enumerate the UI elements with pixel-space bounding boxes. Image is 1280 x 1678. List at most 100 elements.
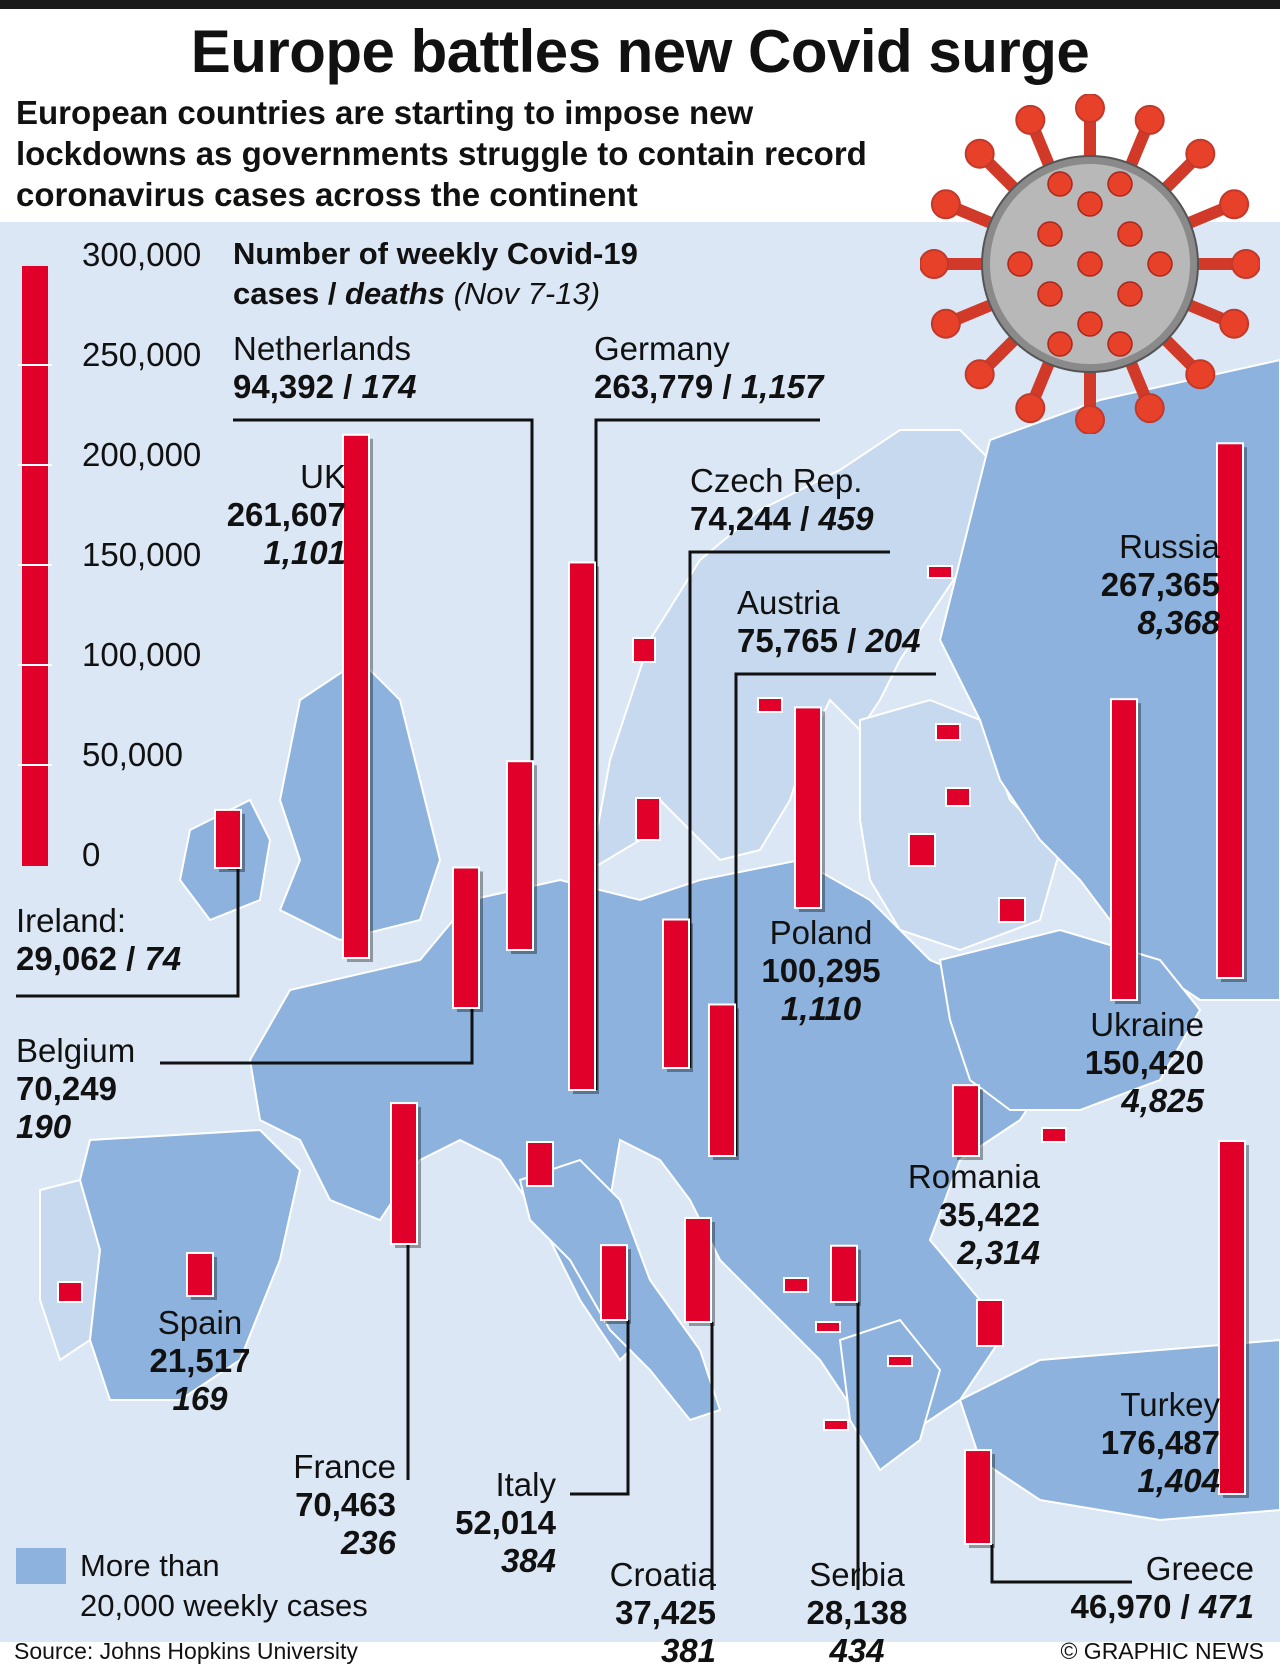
bar-austria <box>708 1003 736 1157</box>
scale-tick <box>18 764 52 766</box>
virus-surface-protein <box>1007 251 1033 277</box>
bar-minor <box>998 897 1026 923</box>
scale-label: 200,000 <box>82 436 202 473</box>
romania-deaths: 2,314 <box>957 1234 1040 1271</box>
bar-belgium <box>452 866 480 1010</box>
germany-deaths: 1,157 <box>740 368 824 405</box>
turkey-deaths: 1,404 <box>1137 1462 1220 1499</box>
label-uk: UK 261,607 1,101 <box>200 458 346 572</box>
bar-romania <box>952 1084 980 1158</box>
france-name: France <box>293 1448 396 1485</box>
bar-minor <box>823 1419 849 1431</box>
czech-cases: 74,244 <box>690 500 791 537</box>
romania-cases: 35,422 <box>939 1196 1040 1233</box>
austria-name: Austria <box>737 584 840 621</box>
chart-title-cases: cases / <box>233 276 346 311</box>
label-austria: Austria 75,765 / 204 <box>737 584 921 659</box>
spain-deaths: 169 <box>172 1380 228 1417</box>
turkey-name: Turkey <box>1120 1386 1220 1423</box>
serbia-deaths: 434 <box>829 1632 885 1669</box>
virus-spike-head <box>1219 308 1250 339</box>
page-subtitle: European countries are starting to impos… <box>16 94 867 213</box>
virus-surface-protein <box>1107 171 1133 197</box>
bar-minor <box>783 1277 809 1293</box>
spain-name: Spain <box>157 1304 243 1341</box>
virus-spike-head <box>1134 393 1165 424</box>
bar-minor <box>57 1281 83 1303</box>
bar-minor <box>935 723 961 741</box>
serbia-cases: 28,138 <box>806 1594 908 1631</box>
turkey-cases: 176,487 <box>1100 1424 1220 1461</box>
poland-name: Poland <box>769 914 873 951</box>
bar-spain <box>186 1251 214 1297</box>
poland-deaths: 1,110 <box>780 990 862 1027</box>
virus-spike-head <box>920 249 949 279</box>
legend-swatch <box>16 1548 66 1584</box>
scale-label: 100,000 <box>82 636 202 673</box>
leader-line <box>734 672 936 1156</box>
label-italy: Italy 52,014 384 <box>420 1466 556 1580</box>
virus-spike-head <box>1185 138 1216 169</box>
legend-line1: More than <box>80 1548 220 1583</box>
leader-line <box>688 550 890 1068</box>
croatia-name: Croatia <box>609 1556 716 1593</box>
baltic-belarus-land <box>859 698 1062 952</box>
virus-surface-protein <box>1037 281 1063 307</box>
bar-turkey <box>1218 1140 1246 1495</box>
greece-deaths: 471 <box>1198 1588 1254 1625</box>
label-france: France 70,463 236 <box>260 1448 396 1562</box>
label-ireland: Ireland: 29,062 / 74 <box>16 902 182 977</box>
label-turkey: Turkey 176,487 1,404 <box>1060 1386 1220 1500</box>
belgium-cases: 70,249 <box>16 1070 117 1107</box>
label-greece: Greece 46,970 / 471 <box>1000 1550 1254 1626</box>
label-ukraine: Ukraine 150,420 4,825 <box>1050 1006 1204 1120</box>
russia-cases: 267,365 <box>1100 566 1220 603</box>
label-croatia: Croatia 37,425 381 <box>560 1556 716 1670</box>
bar-minor <box>1041 1127 1067 1143</box>
source-note: Source: Johns Hopkins University <box>14 1638 358 1664</box>
ukraine-cases: 150,420 <box>1084 1044 1204 1081</box>
ireland-deaths: 74 <box>144 940 182 977</box>
bar-czech-rep <box>662 918 690 1070</box>
bar-minor <box>908 833 936 867</box>
ukraine-name: Ukraine <box>1090 1006 1204 1043</box>
bar-minor <box>927 565 953 579</box>
top-rule <box>0 0 1280 9</box>
ukraine-deaths: 4,825 <box>1121 1082 1204 1119</box>
virus-surface-protein <box>1077 191 1103 217</box>
serbia-name: Serbia <box>809 1556 905 1593</box>
netherlands-cases: 94,392 <box>233 368 334 405</box>
virus-surface-protein <box>1047 331 1073 357</box>
spain-cases: 21,517 <box>149 1342 251 1379</box>
chart-title-main: Number of weekly Covid-19 <box>233 236 638 271</box>
virus-spike-head <box>1185 359 1216 390</box>
greece-land <box>838 1318 942 1472</box>
virus-spike-head <box>1219 189 1250 220</box>
russia-deaths: 8,368 <box>1137 604 1220 641</box>
chart-title-deaths: deaths <box>345 276 445 311</box>
belgium-name: Belgium <box>16 1032 136 1069</box>
netherlands-deaths: 174 <box>361 368 417 405</box>
virus-surface-protein <box>1147 251 1173 277</box>
leader-line <box>160 1008 474 1065</box>
france-deaths: 236 <box>340 1524 396 1561</box>
bar-greece <box>964 1449 992 1546</box>
uk-name: UK <box>300 458 346 495</box>
croatia-cases: 37,425 <box>615 1594 716 1631</box>
scale-label: 50,000 <box>82 736 183 773</box>
bar-poland <box>794 706 822 909</box>
label-poland: Poland 100,295 1,110 <box>746 914 896 1028</box>
bar-minor <box>757 697 783 713</box>
bar-minor <box>526 1141 554 1187</box>
russia-name: Russia <box>1119 528 1220 565</box>
bar-minor <box>945 787 971 807</box>
bar-uk <box>342 433 370 959</box>
virus-spike-head <box>964 138 995 169</box>
virus-illustration <box>920 94 1260 434</box>
netherlands-name: Netherlands <box>233 330 411 367</box>
virus-spike-head <box>1134 104 1165 135</box>
greece-cases: 46,970 <box>1070 1588 1172 1625</box>
label-belgium: Belgium 70,249 190 <box>16 1032 135 1146</box>
germany-cases: 263,779 <box>594 368 714 405</box>
